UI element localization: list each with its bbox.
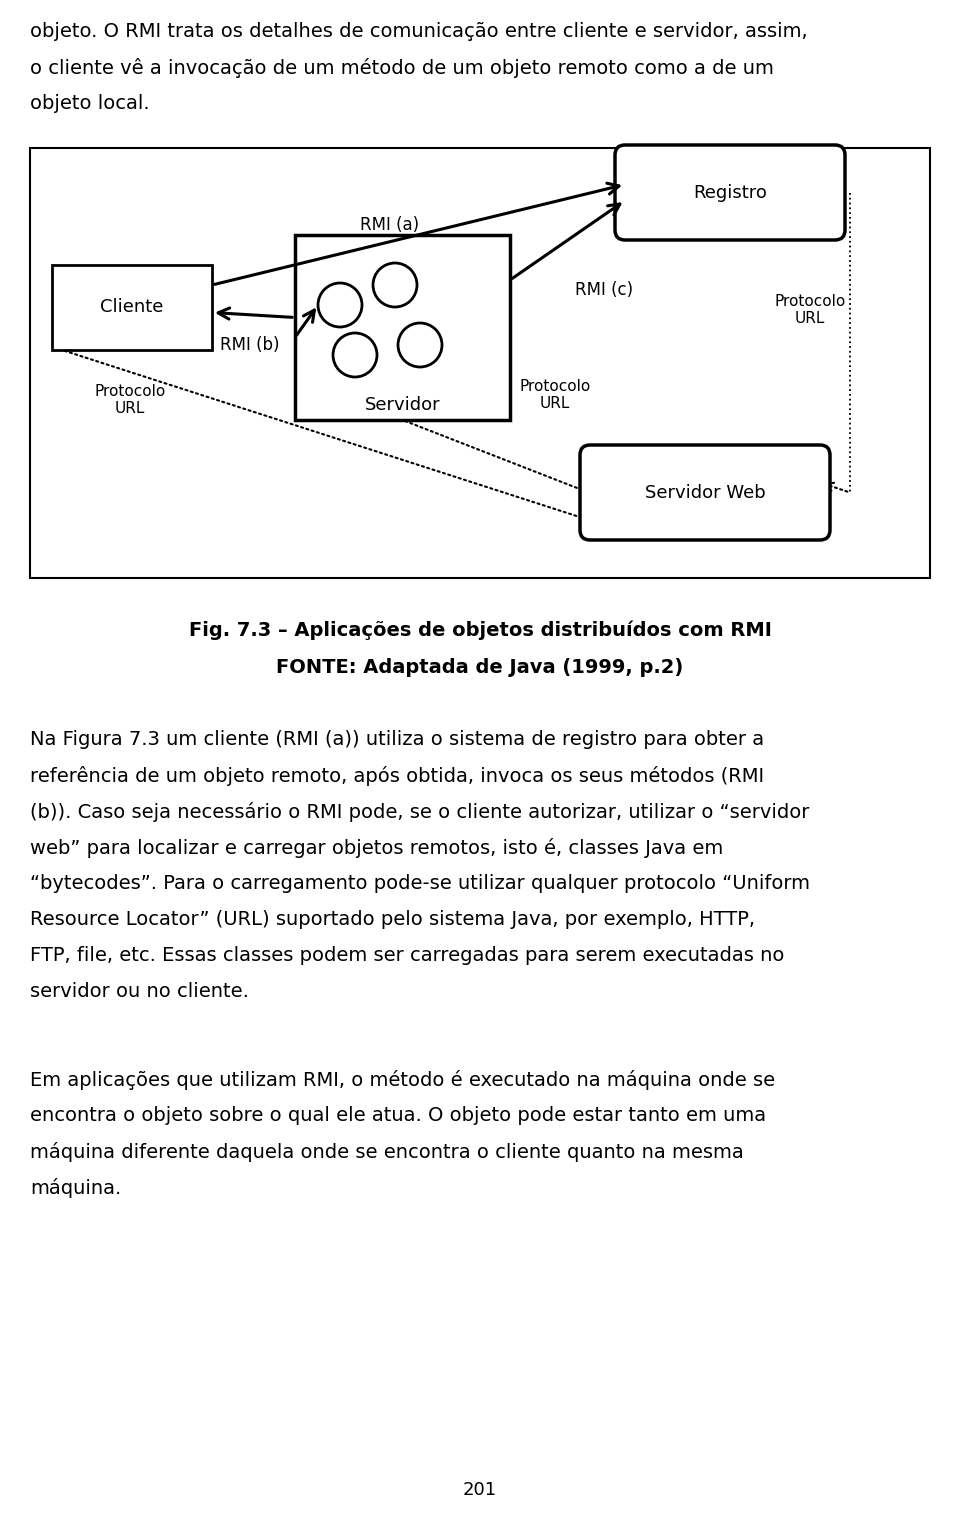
- Bar: [52, 265, 212, 350]
- Text: máquina diferente daquela onde se encontra o cliente quanto na mesma: máquina diferente daquela onde se encont…: [30, 1142, 744, 1163]
- Text: Na Figura 7.3 um cliente (RMI (a)) utiliza o sistema de registro para obter a: Na Figura 7.3 um cliente (RMI (a)) utili…: [30, 730, 764, 749]
- Text: objeto local.: objeto local.: [30, 94, 150, 114]
- Text: Fig. 7.3 – Aplicações de objetos distribuídos com RMI: Fig. 7.3 – Aplicações de objetos distrib…: [188, 621, 772, 639]
- Text: Servidor: Servidor: [365, 397, 441, 413]
- FancyBboxPatch shape: [615, 145, 845, 241]
- Text: objeto. O RMI trata os detalhes de comunicação entre cliente e servidor, assim,: objeto. O RMI trata os detalhes de comun…: [30, 23, 807, 41]
- Text: Cliente: Cliente: [100, 298, 164, 316]
- Bar: [30, 148, 930, 578]
- Text: Resource Locator” (URL) suportado pelo sistema Java, por exemplo, HTTP,: Resource Locator” (URL) suportado pelo s…: [30, 910, 755, 930]
- Text: RMI (a): RMI (a): [360, 217, 420, 235]
- Text: FONTE: Adaptada de Java (1999, p.2): FONTE: Adaptada de Java (1999, p.2): [276, 659, 684, 677]
- Text: referência de um objeto remoto, após obtida, invoca os seus métodos (RMI: referência de um objeto remoto, após obt…: [30, 766, 764, 786]
- FancyBboxPatch shape: [580, 445, 830, 540]
- Text: Protocolo
URL: Protocolo URL: [775, 294, 846, 326]
- Text: Protocolo
URL: Protocolo URL: [94, 385, 166, 416]
- Text: RMI (b): RMI (b): [220, 336, 279, 354]
- Text: 201: 201: [463, 1481, 497, 1499]
- Circle shape: [398, 322, 442, 366]
- Circle shape: [373, 263, 417, 307]
- Text: “bytecodes”. Para o carregamento pode-se utilizar qualquer protocolo “Uniform: “bytecodes”. Para o carregamento pode-se…: [30, 874, 810, 893]
- Bar: [295, 235, 510, 419]
- Text: Protocolo
URL: Protocolo URL: [519, 378, 590, 412]
- Text: Servidor Web: Servidor Web: [644, 483, 765, 501]
- Text: Em aplicações que utilizam RMI, o método é executado na máquina onde se: Em aplicações que utilizam RMI, o método…: [30, 1070, 775, 1090]
- Text: (b)). Caso seja necessário o RMI pode, se o cliente autorizar, utilizar o “servi: (b)). Caso seja necessário o RMI pode, s…: [30, 802, 809, 822]
- Text: máquina.: máquina.: [30, 1178, 121, 1198]
- Text: encontra o objeto sobre o qual ele atua. O objeto pode estar tanto em uma: encontra o objeto sobre o qual ele atua.…: [30, 1107, 766, 1125]
- Circle shape: [333, 333, 377, 377]
- Text: RMI (c): RMI (c): [575, 282, 634, 298]
- Text: o cliente vê a invocação de um método de um objeto remoto como a de um: o cliente vê a invocação de um método de…: [30, 58, 774, 79]
- Text: web” para localizar e carregar objetos remotos, isto é, classes Java em: web” para localizar e carregar objetos r…: [30, 839, 723, 858]
- Text: Registro: Registro: [693, 183, 767, 201]
- Text: servidor ou no cliente.: servidor ou no cliente.: [30, 983, 249, 1001]
- Circle shape: [318, 283, 362, 327]
- Text: FTP, file, etc. Essas classes podem ser carregadas para serem executadas no: FTP, file, etc. Essas classes podem ser …: [30, 946, 784, 964]
